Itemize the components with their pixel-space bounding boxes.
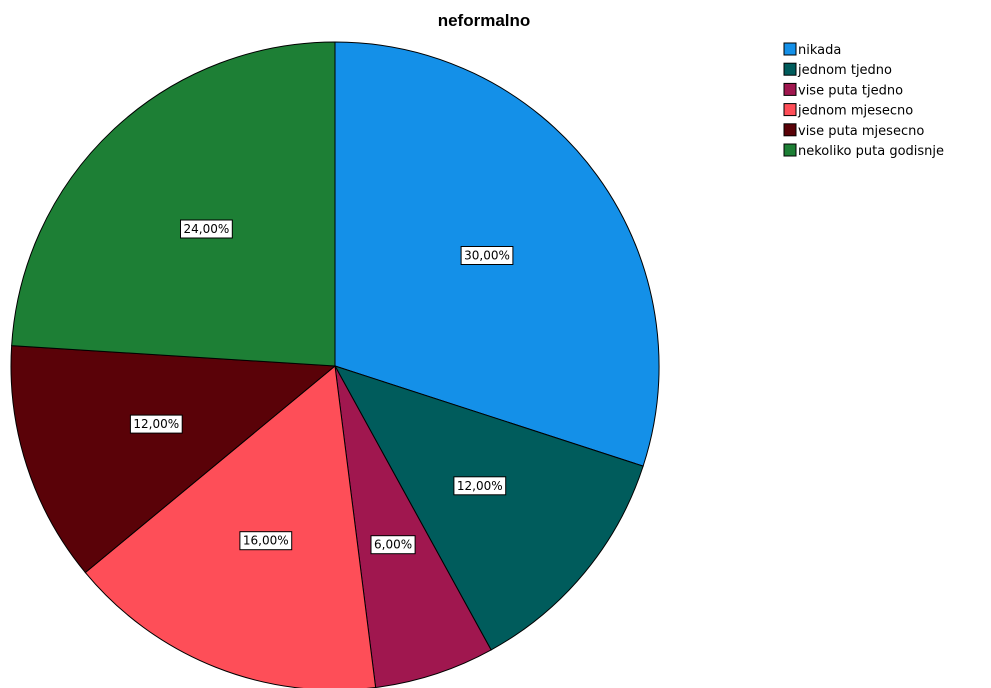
- legend-swatch: [783, 123, 797, 137]
- pie-slice-jednom-tjedno: [333, 365, 644, 651]
- legend-item-jednom-mjesecno: jednom mjesecno: [783, 103, 913, 119]
- chart-title: neformalno: [438, 11, 531, 30]
- slice-label-nekoliko-puta-godisnje: 24,00%: [180, 219, 233, 239]
- pie-slice-vise-puta-tjedno: [334, 365, 492, 688]
- legend-swatch: [783, 42, 797, 56]
- slice-label-jednom-tjedno: 12,00%: [453, 476, 507, 496]
- legend-item-nikada: nikada: [783, 42, 841, 58]
- slice-percentage-text: 16,00%: [243, 534, 289, 548]
- legend-item-jednom-tjedno: jednom tjedno: [783, 62, 892, 78]
- slice-label-box: [370, 535, 416, 555]
- legend-label: nikada: [798, 43, 841, 58]
- legend-label: jednom mjesecno: [797, 104, 913, 119]
- legend-label: vise puta mjesecno: [798, 124, 924, 139]
- legend-swatch: [783, 82, 797, 96]
- slice-label-box: [460, 246, 514, 265]
- legend-label: nekoliko puta godisnje: [798, 144, 944, 159]
- slice-percentage-text: 12,00%: [133, 417, 179, 431]
- legend-swatch: [783, 62, 797, 76]
- slice-label-box: [180, 219, 233, 239]
- legend-item-vise-puta-mjesecno: vise puta mjesecno: [783, 123, 924, 139]
- slice-label-nikada: 30,00%: [460, 246, 514, 265]
- legend-item-vise-puta-tjedno: vise puta tjedno: [783, 82, 903, 98]
- legend-label: jednom tjedno: [797, 63, 892, 78]
- slice-label-jednom-mjesecno: 16,00%: [239, 531, 293, 551]
- legend: nikada jednom tjedno vise puta tjedno jedno…: [783, 42, 944, 159]
- slice-percentage-text: 30,00%: [464, 249, 510, 263]
- legend-item-nekoliko-puta-godisnje: nekoliko puta godisnje: [783, 143, 944, 159]
- pie-slices: [10, 41, 660, 688]
- slice-label-vise-puta-mjesecno: 12,00%: [129, 414, 183, 434]
- slice-label-box: [239, 531, 293, 551]
- legend-label: vise puta tjedno: [798, 83, 903, 98]
- slice-label-vise-puta-tjedno: 6,00%: [370, 535, 416, 555]
- legend-swatch: [783, 103, 797, 117]
- pie-slice-jednom-mjesecno: [84, 365, 377, 688]
- slice-percentage-text: 12,00%: [457, 479, 503, 493]
- slice-label-box: [129, 414, 183, 434]
- slice-percentage-text: 24,00%: [184, 222, 230, 236]
- slice-label-box: [453, 476, 507, 496]
- slice-percentage-text: 6,00%: [374, 538, 412, 552]
- pie-slice-nekoliko-puta-godisnje: [11, 41, 336, 367]
- pie-percentage-labels: 30,00% 12,00% 6,00% 16,00% 12,00% 24,00%: [129, 219, 514, 555]
- legend-swatch: [783, 143, 797, 157]
- pie-slice-vise-puta-mjesecno: [10, 345, 337, 574]
